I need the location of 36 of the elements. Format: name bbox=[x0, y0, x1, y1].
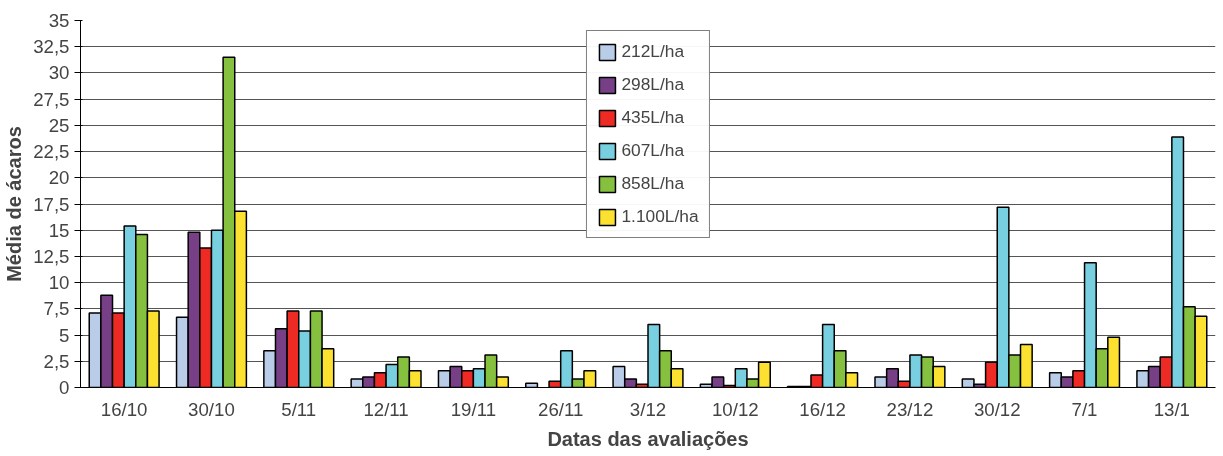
legend-label: 435L/ha bbox=[621, 107, 685, 128]
x-tick-label: 5/11 bbox=[281, 398, 317, 420]
y-tick-label: 15 bbox=[48, 219, 70, 241]
y-tick-label: 35 bbox=[48, 10, 70, 31]
x-tick-label: 10/12 bbox=[711, 398, 759, 420]
y-tick-label: 17,5 bbox=[33, 193, 70, 215]
x-tick-label: 16/12 bbox=[799, 398, 846, 420]
y-tick-label: 30 bbox=[48, 62, 70, 84]
legend-label: 607L/ha bbox=[621, 140, 685, 161]
y-tick-label: 2,5 bbox=[43, 350, 70, 372]
legend-label: 1.100L/ha bbox=[621, 206, 699, 227]
y-tick-label: 27,5 bbox=[33, 88, 70, 110]
y-tick-label: 12,5 bbox=[33, 245, 70, 267]
y-tick-label: 22,5 bbox=[33, 141, 70, 163]
x-tick-label: 19/11 bbox=[450, 398, 497, 420]
x-tick-label: 26/11 bbox=[538, 398, 584, 420]
x-tick-label: 12/11 bbox=[363, 398, 409, 420]
y-tick-label: 20 bbox=[48, 167, 70, 189]
x-tick-label: 13/1 bbox=[1153, 398, 1190, 420]
y-axis-title: Média de ácaros bbox=[3, 126, 26, 282]
legend-label: 212L/ha bbox=[621, 41, 685, 62]
y-tick-label: 32,5 bbox=[33, 36, 70, 58]
x-tick-label: 30/12 bbox=[973, 398, 1021, 420]
x-tick-label: 30/10 bbox=[188, 398, 235, 420]
y-tick-label: 7,5 bbox=[43, 298, 70, 320]
y-tick-label: 10 bbox=[48, 272, 70, 294]
y-tick-label: 0 bbox=[59, 377, 70, 398]
x-tick-label: 23/12 bbox=[886, 398, 934, 420]
x-tick-label: 16/10 bbox=[100, 398, 148, 420]
y-tick-label: 25 bbox=[48, 114, 70, 136]
x-tick-label: 3/12 bbox=[629, 398, 667, 420]
legend-label: 858L/ha bbox=[621, 173, 685, 194]
y-tick-label: 5 bbox=[59, 324, 70, 346]
legend-label: 298L/ha bbox=[621, 74, 685, 95]
x-tick-label: 7/1 bbox=[1071, 398, 1098, 420]
x-axis-title: Datas das avaliações bbox=[547, 427, 749, 450]
